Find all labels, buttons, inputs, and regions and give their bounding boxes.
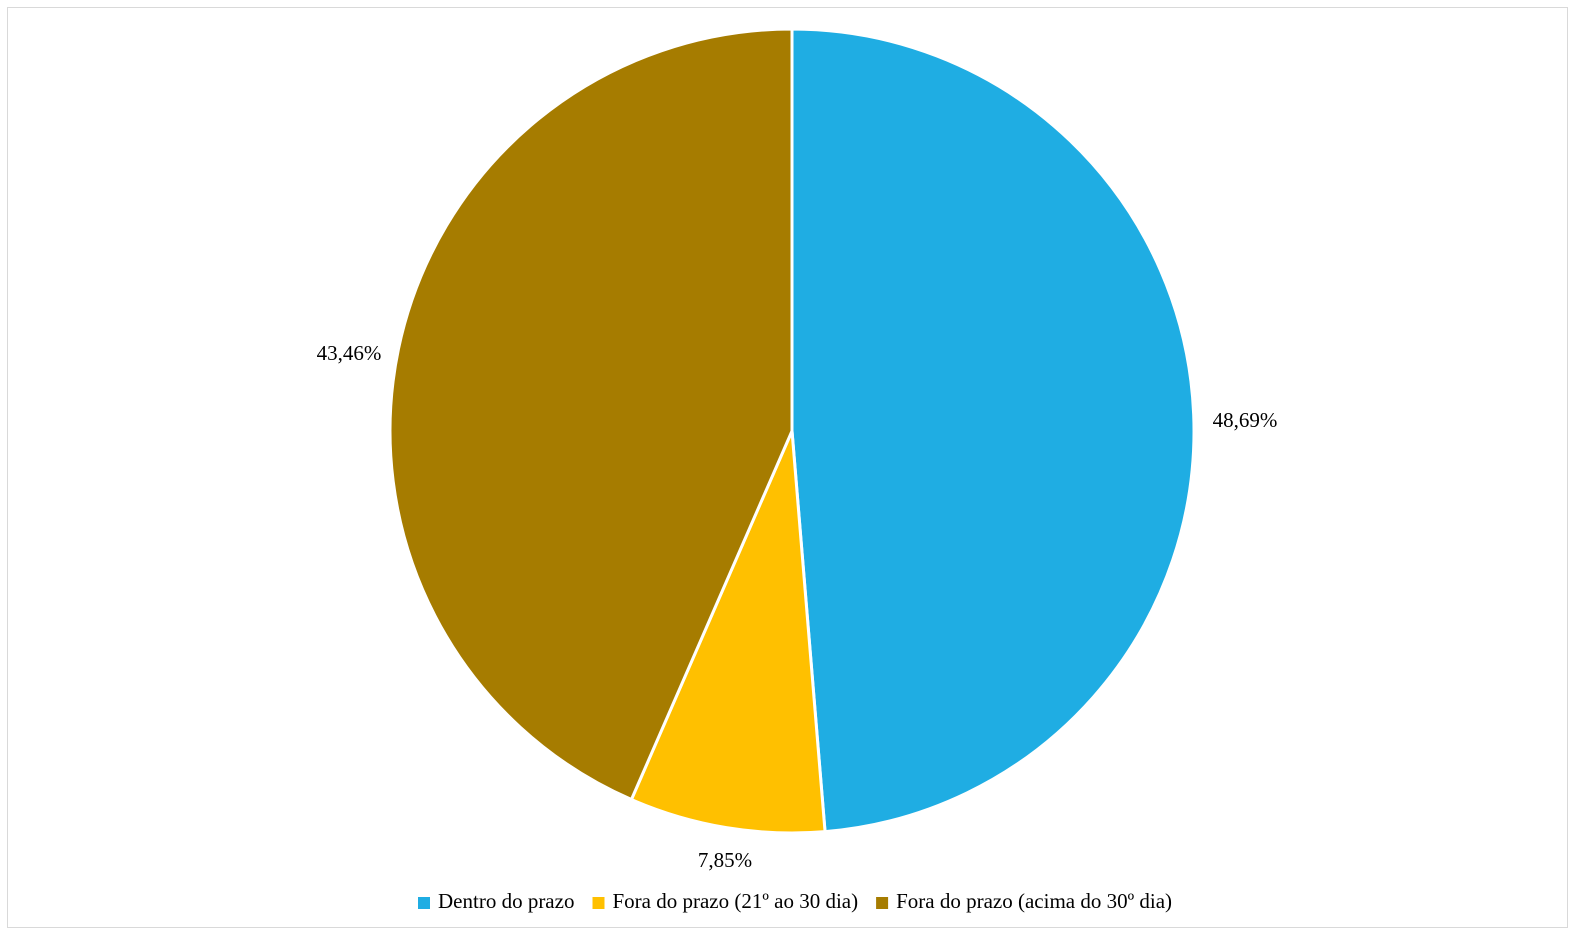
legend-swatch-2 (592, 897, 605, 909)
pie-slice-2 (629, 429, 827, 835)
legend-item-2: Fora do prazo (21º ao 30 dia) (592, 889, 859, 913)
pie-slices (388, 27, 1196, 835)
pie-slice-1 (790, 27, 1196, 834)
data-label-1: 48,69% (1213, 408, 1278, 432)
legend-swatch-1 (418, 897, 430, 909)
chart-legend: Dentro do prazo Fora do prazo (21º ao 30 … (418, 889, 1172, 913)
legend-item-3: Fora do prazo (acima do 30º dia) (876, 889, 1172, 913)
pie-data-labels: 48,69% 7,85% 43,46% (317, 341, 1278, 872)
pie-slice-3 (388, 27, 794, 802)
data-label-3: 43,46% (317, 341, 382, 365)
legend-label-2: Fora do prazo (21º ao 30 dia) (613, 889, 859, 913)
legend-swatch-3 (876, 897, 889, 909)
legend-label-1: Dentro do prazo (438, 889, 574, 913)
legend-item-1: Dentro do prazo (418, 889, 574, 913)
data-label-2: 7,85% (698, 848, 752, 872)
legend-label-3: Fora do prazo (acima do 30º dia) (896, 889, 1172, 913)
